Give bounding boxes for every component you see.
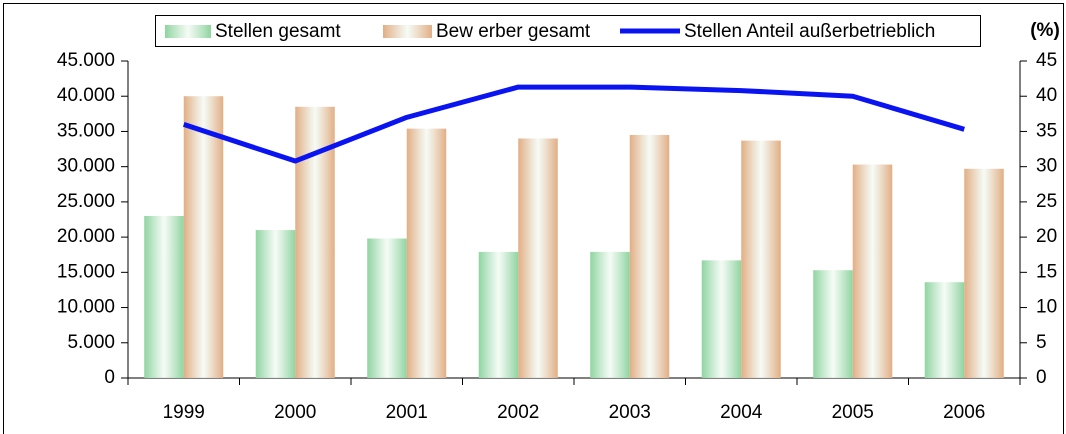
legend-box	[155, 15, 981, 47]
y2-tick-label: 40	[1036, 85, 1057, 106]
bar	[741, 140, 781, 378]
bar	[478, 251, 519, 378]
bar	[367, 238, 407, 378]
x-tick-label: 2004	[720, 402, 763, 423]
legend-swatch	[165, 25, 211, 38]
y-tick-label: 35.000	[57, 120, 115, 141]
x-tick-label: 2001	[386, 402, 428, 423]
bar	[964, 168, 1004, 378]
y-tick-label: 0	[104, 367, 115, 388]
bar	[924, 282, 965, 378]
x-tick-label: 2005	[832, 402, 874, 423]
y2-tick-label: 0	[1036, 367, 1047, 388]
y2-tick-label: 35	[1036, 120, 1057, 141]
legend-label: Stellen gesamt	[215, 21, 341, 42]
bar	[144, 215, 184, 378]
y2-tick-label: 15	[1036, 261, 1057, 282]
y-tick-label: 25.000	[57, 191, 115, 212]
y2-tick-label: 25	[1036, 191, 1057, 212]
line	[182, 84, 965, 164]
bar	[701, 260, 742, 378]
x-tick-label: 1999	[163, 402, 205, 423]
x-tick-label: 2000	[274, 402, 316, 423]
bar	[813, 270, 853, 378]
legend-swatch	[383, 25, 432, 38]
y-tick-label: 40.000	[57, 85, 115, 106]
y-tick-label: 15.000	[57, 261, 115, 282]
y-tick-label: 10.000	[57, 297, 115, 318]
chart-frame	[3, 3, 1064, 434]
bar	[629, 134, 670, 378]
x-tick-label: 2002	[497, 402, 539, 423]
y-tick-label: 20.000	[57, 226, 115, 247]
legend-label: Stellen Anteil außerbetrieblich	[684, 21, 935, 42]
y2-tick-label: 30	[1036, 156, 1057, 177]
y2-tick-label: 5	[1036, 332, 1047, 353]
bar	[518, 138, 558, 378]
y-tick-label: 45.000	[57, 50, 115, 71]
x-tick-label: 2006	[943, 402, 985, 423]
legend-label: Bew erber gesamt	[436, 21, 591, 42]
bar	[406, 128, 447, 378]
y2-tick-label: 10	[1036, 297, 1057, 318]
bar	[590, 251, 630, 378]
bar	[255, 230, 296, 378]
y2-tick-label: 45	[1036, 50, 1057, 71]
bar	[183, 96, 224, 378]
x-tick-label: 2003	[609, 402, 651, 423]
y2-axis-label: (%)	[1030, 20, 1060, 41]
y-tick-label: 5.000	[67, 332, 115, 353]
bar	[852, 164, 893, 378]
y-tick-label: 30.000	[57, 156, 115, 177]
y2-tick-label: 20	[1036, 226, 1057, 247]
